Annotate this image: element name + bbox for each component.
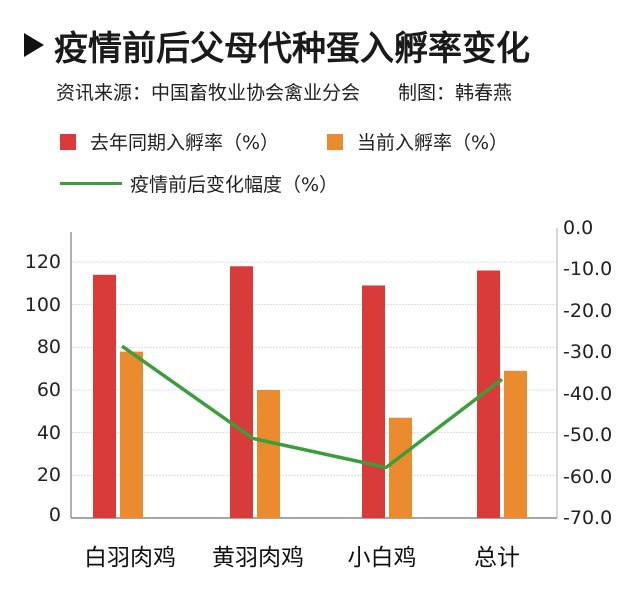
left-tick-label: 20 bbox=[36, 464, 61, 487]
source-line: 资讯来源：中国畜牧业协会禽业分会 制图：韩春燕 bbox=[56, 78, 512, 105]
author-label: 制图：韩春燕 bbox=[398, 82, 513, 104]
category-label: 白羽肉鸡 bbox=[84, 545, 176, 571]
current-bar bbox=[504, 370, 527, 518]
last-year-bar bbox=[230, 266, 253, 518]
right-tick-label: -20.0 bbox=[563, 299, 613, 322]
left-tick-label: 120 bbox=[24, 251, 61, 273]
legend-item-change: 疫情前后变化幅度（%） bbox=[60, 170, 338, 197]
right-tick-label: -60.0 bbox=[563, 465, 613, 488]
right-tick-label: -10.0 bbox=[563, 258, 613, 281]
triangle-bullet-icon bbox=[24, 33, 44, 57]
right-tick-label: 0.0 bbox=[563, 217, 594, 239]
gridlines bbox=[72, 261, 556, 476]
legend-item-last-year: 去年同期入孵率（%） bbox=[60, 128, 279, 155]
last-year-bar bbox=[93, 274, 116, 518]
left-tick-label: 60 bbox=[36, 379, 61, 401]
left-tick-label: 0 bbox=[48, 504, 61, 526]
right-tick-label: -70.0 bbox=[563, 507, 613, 529]
last-year-bar bbox=[477, 270, 500, 518]
right-tick-label: -30.0 bbox=[563, 341, 613, 364]
current-bar bbox=[389, 417, 412, 518]
change-line-series bbox=[120, 344, 504, 470]
red-square-icon bbox=[60, 133, 76, 150]
category-label: 小白鸡 bbox=[347, 545, 417, 571]
source-label: 资讯来源：中国畜牧业协会禽业分会 bbox=[56, 82, 361, 104]
current-bar bbox=[257, 390, 280, 518]
legend-label: 去年同期入孵率（%） bbox=[90, 132, 280, 154]
right-tick-label: -40.0 bbox=[563, 382, 613, 405]
category-label: 总计 bbox=[474, 545, 520, 571]
title-text: 疫情前后父母代种蛋入孵率变化 bbox=[54, 28, 530, 69]
left-tick-label: 80 bbox=[36, 336, 61, 359]
legend-item-current: 当前入孵率（%） bbox=[327, 128, 508, 155]
left-tick-label: 100 bbox=[24, 293, 61, 316]
current-bar bbox=[120, 351, 143, 518]
last-year-bar bbox=[362, 285, 385, 518]
bars bbox=[93, 266, 527, 518]
legend-label: 当前入孵率（%） bbox=[357, 132, 509, 154]
chart-title: 疫情前后父母代种蛋入孵率变化 bbox=[24, 22, 530, 69]
legend-label: 疫情前后变化幅度（%） bbox=[130, 174, 339, 196]
green-line-icon bbox=[60, 182, 122, 185]
orange-square-icon bbox=[327, 133, 343, 150]
right-tick-label: -50.0 bbox=[563, 424, 613, 447]
category-label: 黄羽肉鸡 bbox=[212, 545, 304, 571]
left-tick-label: 40 bbox=[36, 421, 61, 444]
